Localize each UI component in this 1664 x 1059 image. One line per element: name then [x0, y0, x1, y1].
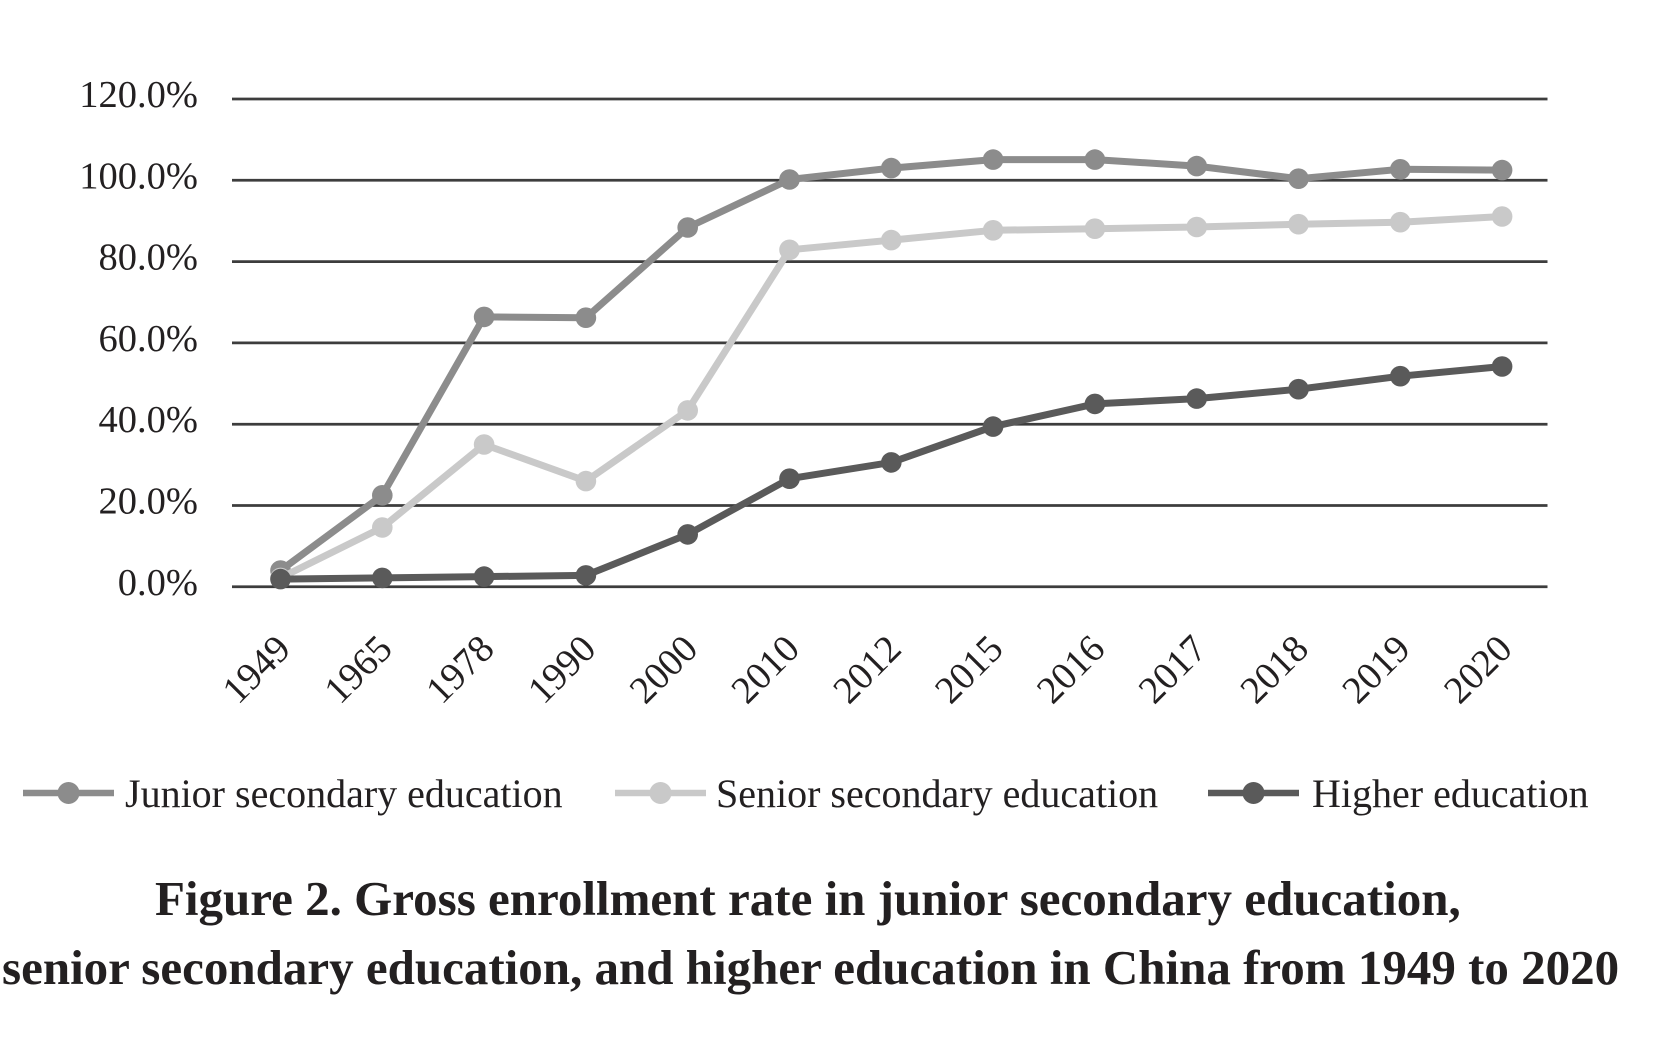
svg-text:100.0%: 100.0%: [79, 155, 198, 197]
svg-text:Figure 2. Gross enrollment rat: Figure 2. Gross enrollment rate in junio…: [155, 871, 1461, 926]
svg-text:40.0%: 40.0%: [99, 399, 198, 441]
svg-text:20.0%: 20.0%: [99, 481, 198, 523]
svg-text:120.0%: 120.0%: [79, 74, 198, 116]
svg-text:0.0%: 0.0%: [118, 562, 198, 604]
svg-text:senior secondary education, an: senior secondary education, and higher e…: [2, 940, 1619, 995]
svg-text:Junior secondary education: Junior secondary education: [125, 771, 563, 816]
svg-text:80.0%: 80.0%: [99, 237, 198, 279]
svg-text:60.0%: 60.0%: [99, 318, 198, 360]
svg-text:Higher education: Higher education: [1312, 771, 1589, 816]
svg-text:Senior secondary education: Senior secondary education: [716, 771, 1158, 816]
